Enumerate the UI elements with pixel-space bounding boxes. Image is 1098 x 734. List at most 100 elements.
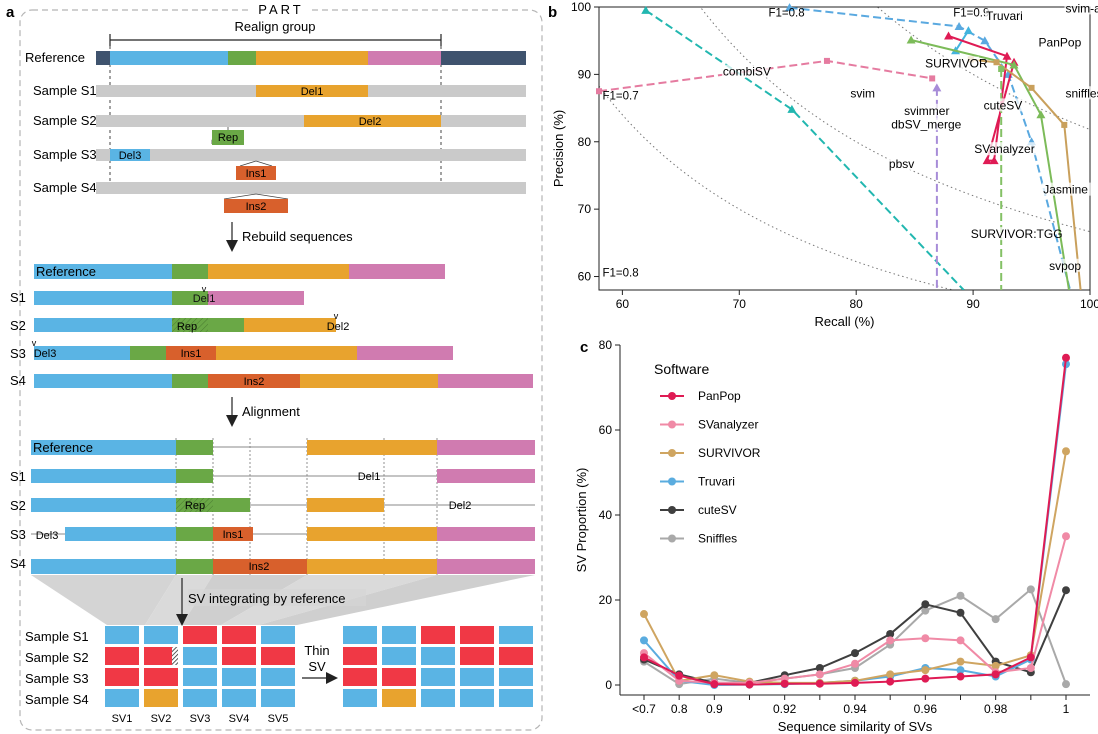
track-label-s3: Sample S3 (33, 147, 97, 162)
legend-title: Software (654, 361, 709, 377)
tool-label: SURVIVOR:TGG (971, 227, 1063, 241)
y-axis-title: Precision (%) (551, 110, 566, 187)
data-point (1028, 84, 1035, 91)
step-integrating-label: SV integrating by reference (188, 591, 346, 606)
data-point (596, 88, 602, 95)
data-point (1026, 653, 1035, 662)
step-alignment-label: Alignment (242, 404, 300, 419)
matrix-cell (222, 626, 256, 644)
x-tick-label: 0.96 (914, 702, 938, 716)
matrix-cell (183, 626, 217, 644)
step-rebuild-label: Rebuild sequences (242, 229, 353, 244)
matrix-cell (144, 626, 178, 644)
rebuilt-del3-caret: v (32, 338, 37, 348)
series-line-panpop (643, 357, 1067, 686)
x-tick-label: 0.98 (984, 702, 1008, 716)
f1-label: F1=0.7 (603, 90, 639, 102)
matrix-cell (343, 647, 377, 665)
sv-ins2-bar (224, 199, 288, 213)
data-point (956, 672, 965, 681)
x-axis-title: Sequence similarity of SVs (778, 719, 933, 734)
matrix-cell (261, 647, 295, 665)
data-point (640, 636, 648, 645)
sv-rep-label: Rep (218, 132, 238, 144)
thin-sv-line1: Thin (304, 643, 329, 658)
aligned-block: Reference S1 Del1 S2 Rep Del2 S3 Del (10, 438, 535, 575)
matrix-cell (144, 689, 178, 707)
data-point (1062, 353, 1070, 362)
matrix-cell (105, 647, 139, 665)
tool-label: cuteSV (984, 98, 1023, 112)
data-point (921, 666, 930, 675)
series-line-survivor (910, 39, 1070, 290)
data-point (1062, 586, 1070, 595)
aligned-label-s1: S1 (10, 469, 26, 484)
data-point (785, 3, 795, 12)
rebuilt-rep-label: Rep (177, 321, 197, 333)
matrix-cell (222, 689, 256, 707)
track-label-s2: Sample S2 (33, 113, 97, 128)
aligned-del1-label: Del1 (358, 471, 381, 483)
rebuilt-label-s4: S4 (10, 373, 26, 388)
sv-del3-label: Del3 (119, 150, 142, 162)
panel-label-b: b (548, 4, 557, 21)
sv-matrix-after (343, 626, 533, 707)
rebuilt-label-s1: S1 (10, 290, 26, 305)
sv-rep-bar (212, 130, 244, 145)
y-tick-label: 60 (578, 270, 592, 284)
rebuilt-del1-caret: v (202, 284, 207, 294)
f1-label: F1=0.8 (603, 267, 639, 279)
sv-matrix-labels: Sample S1 Sample S2 Sample S3 Sample S4 SV1 S… (25, 629, 288, 725)
sv-del2-bar (304, 115, 441, 127)
reference-flank-right (441, 51, 526, 65)
matrix-cell (382, 647, 416, 665)
x-tick-label: 0.94 (843, 702, 867, 716)
x-tick-label: 80 (850, 297, 864, 311)
sv-matrix-before (105, 626, 295, 707)
data-point (956, 591, 965, 600)
data-point (1062, 680, 1070, 689)
legend-swatch-dot (668, 534, 676, 543)
rebuilt-del2-label: Del2 (327, 321, 350, 333)
track-label-s4: Sample S4 (33, 180, 97, 195)
data-point (851, 678, 859, 687)
y-tick-label: 0 (605, 678, 612, 692)
tool-label: SVanalyzer (974, 142, 1034, 156)
data-point (640, 653, 648, 662)
tool-label: svpop (1049, 259, 1081, 273)
matrix-cell (261, 689, 295, 707)
reference-flank-left (96, 51, 110, 65)
series-line-cyan (645, 9, 965, 290)
data-point (886, 630, 895, 638)
data-point (710, 680, 719, 689)
data-point (1002, 51, 1012, 60)
legend-swatch-dot (668, 392, 676, 400)
matrix-cell-hatch (172, 647, 178, 665)
data-point (1062, 447, 1070, 456)
aligned-label-reference: Reference (33, 440, 93, 455)
matrix-cell (183, 668, 217, 686)
tool-label: pbsv (889, 157, 914, 171)
matrix-cell (382, 668, 416, 686)
matrix-cell (222, 668, 256, 686)
matrix-cell (499, 647, 533, 665)
part-box (19, 9, 543, 731)
data-point (989, 156, 999, 165)
tool-label: SURVIVOR (925, 57, 988, 71)
data-point (956, 666, 965, 675)
data-point (991, 615, 1000, 624)
aligned-ins1-label: Ins1 (223, 529, 244, 541)
track-label-reference: Reference (25, 50, 85, 65)
x-tick-label: 60 (616, 297, 630, 311)
legend-label: PanPop (698, 389, 741, 403)
matrix-cell (460, 626, 494, 644)
y-tick-label: 80 (599, 338, 613, 352)
matrix-cell (343, 626, 377, 644)
f1-label: F1=0.9 (953, 7, 989, 19)
panel-a: a PART Realign group Reference Sample S1… (6, 2, 543, 731)
data-point (991, 661, 1000, 670)
data-point (944, 31, 954, 40)
matrix-cell (382, 626, 416, 644)
panel-c: c 0 20 40 60 80 <0.7 0.8 0.9 0.92 0.94 0.96 0.98 1 Se… (574, 338, 1090, 734)
x-tick-label: <0.7 (632, 702, 656, 716)
